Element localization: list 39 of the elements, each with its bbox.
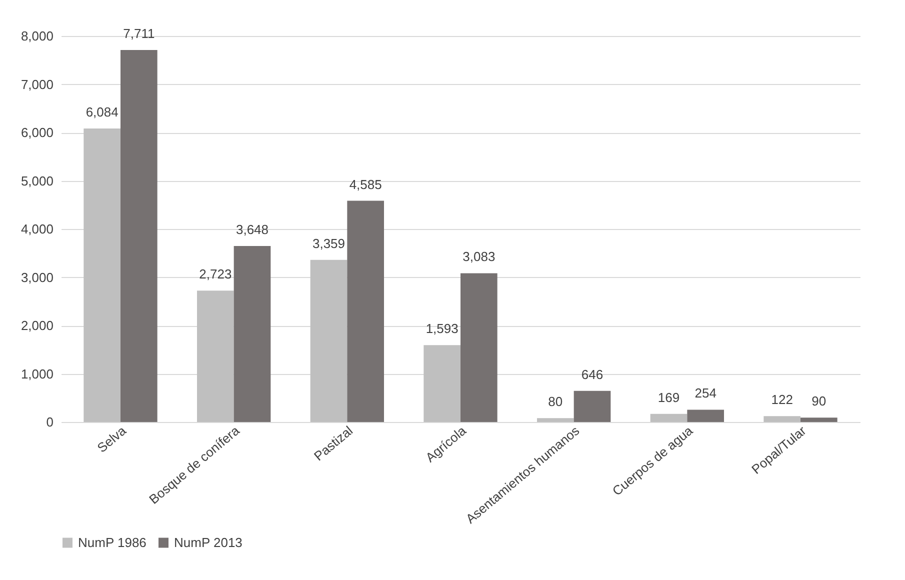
- bar: [197, 290, 234, 422]
- data-label: 646: [581, 366, 604, 382]
- bar: [537, 418, 574, 422]
- y-tick-label: 5,000: [20, 173, 54, 188]
- data-label: 1,593: [426, 321, 458, 336]
- bar: [310, 260, 348, 422]
- data-label: 2,723: [199, 266, 232, 282]
- data-label: 7,711: [123, 26, 155, 41]
- y-tick-label: 6,000: [20, 125, 54, 140]
- y-tick-label: 4,000: [20, 222, 54, 236]
- y-tick-label: 8,000: [20, 28, 54, 44]
- y-tick-label: 7,000: [20, 76, 54, 92]
- y-tick-label: 1,000: [20, 366, 54, 382]
- data-label: 90: [812, 394, 826, 409]
- bar: [120, 50, 158, 422]
- bar: [574, 390, 611, 422]
- bar: [347, 200, 384, 422]
- data-label: 3,359: [312, 236, 346, 251]
- data-label: 3,083: [462, 249, 496, 264]
- y-tick-label: 2,000: [20, 318, 54, 333]
- bar: [234, 246, 271, 422]
- data-label: 169: [658, 390, 680, 405]
- bar: [687, 410, 724, 422]
- bar: [800, 418, 838, 422]
- y-tick-label: 0: [46, 414, 54, 430]
- bar: [84, 128, 120, 422]
- y-tick-label: 3,000: [20, 270, 54, 285]
- legend-label: NumP 1986: [78, 534, 146, 550]
- data-label: 122: [771, 392, 793, 408]
- bar: [460, 273, 498, 422]
- bar: [764, 416, 800, 422]
- bar: [650, 414, 688, 422]
- data-label: 80: [548, 394, 563, 410]
- data-label: 6,084: [86, 104, 118, 120]
- bar: [424, 345, 460, 422]
- data-label: 3,648: [236, 222, 269, 237]
- legend-label: NumP 2013: [174, 534, 242, 550]
- data-label: 4,585: [349, 176, 382, 192]
- data-label: 254: [694, 386, 716, 401]
